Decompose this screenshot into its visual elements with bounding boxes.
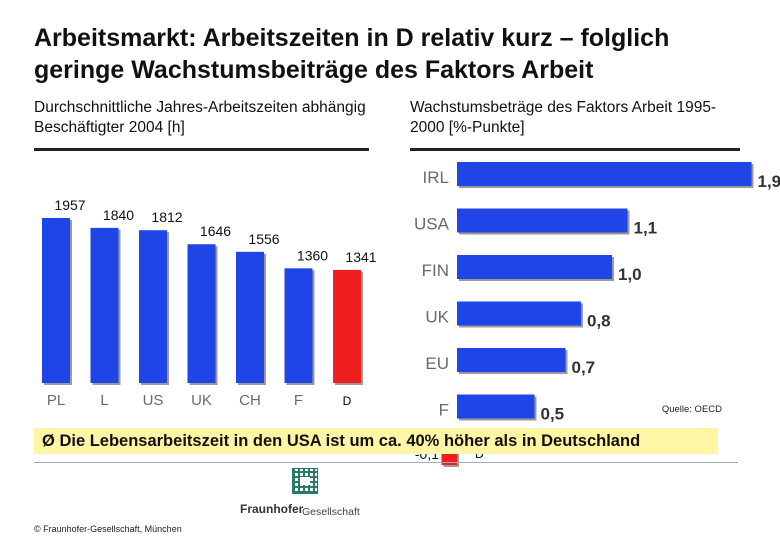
- hours-bar-chart: 1957 PL 1840 L 1812 US 1646 UK 1556 CH 1360 F 1341 D: [42, 197, 377, 409]
- conclusion-text: Die Lebensarbeitszeit in den USA ist um …: [59, 432, 641, 450]
- value-label-l: 1840: [103, 207, 134, 223]
- arrow-bullet-icon: Ø: [42, 432, 55, 450]
- category-label-fin: FIN: [422, 261, 449, 280]
- bar-us: [139, 230, 167, 383]
- bar-l: [90, 227, 119, 383]
- left-chart-title: Durchschnittliche Jahres-Arbeitszeiten a…: [34, 99, 366, 136]
- category-label-usa: USA: [414, 215, 450, 234]
- value-label-d: 1341: [345, 249, 376, 265]
- category-label-ch: CH: [239, 392, 261, 409]
- value-label-us: 1812: [151, 209, 182, 225]
- value-label-uk: 1646: [200, 223, 231, 239]
- value-label-fin: 1,0: [618, 265, 642, 284]
- value-label-f: 0,5: [541, 405, 565, 424]
- value-label-usa: 1,1: [634, 219, 658, 238]
- category-label-uk: UK: [425, 308, 449, 327]
- logo-wordmark: Fraunhofer: [240, 502, 304, 516]
- category-label-f: F: [294, 392, 303, 409]
- value-label-ch: 1556: [248, 231, 279, 247]
- hbar-usa: [457, 208, 628, 233]
- category-label-irl: IRL: [423, 168, 449, 187]
- hbar-fin: [457, 255, 612, 279]
- category-label-pl: PL: [47, 392, 65, 409]
- bar-uk: [187, 244, 216, 383]
- category-label-uk: UK: [191, 392, 212, 409]
- value-label-irl: 1,9: [758, 172, 780, 191]
- fraunhofer-logo: Fraunhofer Gesellschaft: [240, 468, 370, 528]
- bar-ch: [236, 251, 264, 383]
- hbar-irl: [457, 162, 752, 186]
- logo-wordmark-suffix: Gesellschaft: [302, 506, 360, 518]
- copyright-text: © Fraunhofer-Gesellschaft, München: [34, 524, 182, 534]
- hbar-uk: [457, 301, 581, 326]
- category-label-d: D: [343, 394, 352, 408]
- bar-pl: [42, 218, 70, 383]
- value-label-eu: 0,7: [572, 358, 596, 377]
- category-label-f: F: [439, 401, 449, 420]
- bar-f: [284, 268, 313, 383]
- conclusion-box: Ø Die Lebensarbeitszeit in den USA ist u…: [34, 428, 718, 454]
- category-label-d: D: [475, 447, 484, 461]
- hbar-eu: [457, 348, 566, 372]
- bar-d: [333, 269, 361, 383]
- category-label-eu: EU: [425, 354, 449, 373]
- footer-divider: [34, 462, 738, 463]
- fraunhofer-logo-icon: [292, 468, 318, 494]
- source-note: Quelle: OECD: [661, 404, 722, 415]
- right-chart-title: Wachstumsbeträge des Faktors Arbeit 1995…: [410, 99, 717, 136]
- slide-title: Arbeitsmarkt: Arbeitszeiten in D relativ…: [34, 24, 670, 84]
- hbar-f: [457, 394, 535, 419]
- value-label-pl: 1957: [54, 197, 85, 213]
- right-title-rule: [410, 148, 740, 151]
- value-label-f: 1360: [297, 247, 328, 263]
- value-label-uk: 0,8: [587, 312, 611, 331]
- category-label-l: L: [100, 392, 108, 409]
- left-title-rule: [34, 148, 369, 151]
- category-label-us: US: [143, 392, 164, 409]
